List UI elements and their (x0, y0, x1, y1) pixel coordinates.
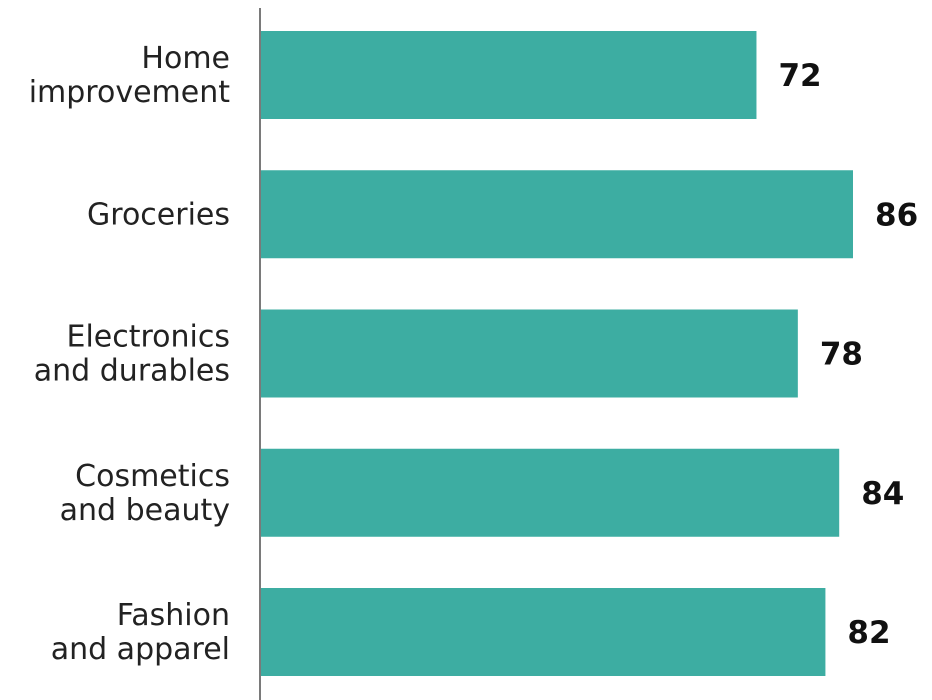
category-label-line: Groceries (87, 197, 230, 232)
bar-value-label: 78 (820, 337, 863, 373)
category-label-line: Fashion (117, 598, 230, 633)
category-label-line: and apparel (51, 632, 230, 667)
category-label-line: and beauty (60, 493, 230, 528)
bar (260, 588, 826, 676)
category-label: Groceries (87, 197, 230, 232)
category-label-line: and durables (34, 354, 230, 389)
category-label: Cosmetics and beauty (60, 459, 230, 528)
bar-value-label: 86 (875, 197, 918, 233)
category-label: Home improvement (29, 41, 231, 110)
bar-value-label: 84 (861, 476, 904, 512)
category-label: Electronics and durables (34, 320, 230, 389)
category-label-line: Cosmetics (75, 459, 230, 494)
category-labels-layer: Home improvement Groceries Electronics and d… (29, 41, 231, 667)
category-label-line: Home (141, 41, 230, 76)
category-label-line: improvement (29, 75, 231, 110)
bar (260, 31, 757, 119)
bar-value-label: 82 (847, 615, 890, 651)
bar (260, 170, 853, 259)
bars-layer (260, 31, 853, 676)
bar (260, 309, 798, 398)
bar-value-label: 72 (778, 58, 821, 94)
category-label-line: Electronics (66, 320, 230, 355)
bar (260, 448, 840, 537)
value-labels-layer: 72 86 78 84 82 (778, 58, 918, 651)
category-label: Fashion and apparel (51, 598, 230, 667)
